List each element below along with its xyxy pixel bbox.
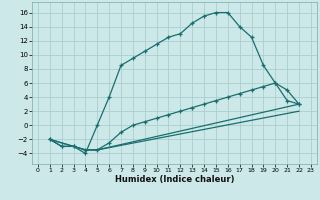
X-axis label: Humidex (Indice chaleur): Humidex (Indice chaleur) <box>115 175 234 184</box>
